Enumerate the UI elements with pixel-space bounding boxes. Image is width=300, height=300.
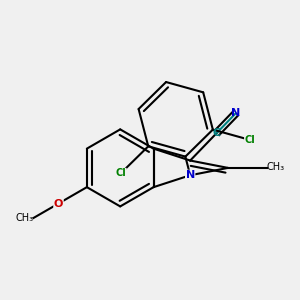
Text: CH₃: CH₃ [266,162,285,172]
Text: C: C [213,128,221,138]
Text: N: N [186,170,195,180]
Text: O: O [54,199,63,208]
Text: Cl: Cl [244,135,255,145]
Text: Cl: Cl [116,168,126,178]
Text: CH₃: CH₃ [15,213,34,223]
Text: N: N [231,108,240,118]
